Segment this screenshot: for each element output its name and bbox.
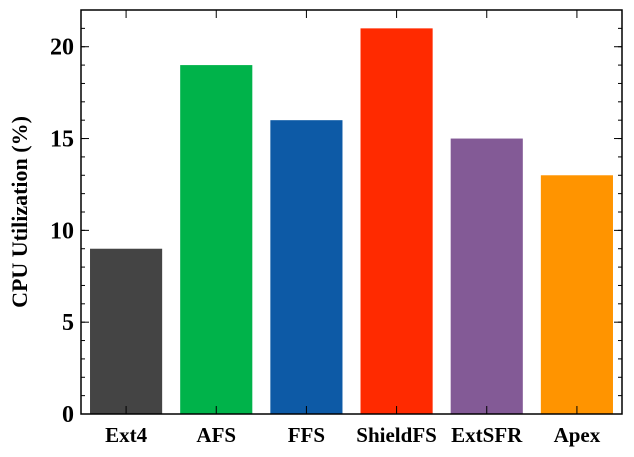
bar-apex [540, 175, 613, 414]
x-tick-label-ext4: Ext4 [105, 423, 148, 447]
x-tick-label-shieldfs: ShieldFS [356, 423, 437, 447]
y-tick-label: 15 [50, 127, 74, 153]
y-tick-label: 0 [62, 402, 74, 428]
x-tick-labels: Ext4 AFS FFS ShieldFS ExtSFR Apex [105, 423, 601, 447]
x-tick-label-apex: Apex [554, 423, 601, 447]
bar-extsfr [450, 138, 523, 414]
x-tick-label-extsfr: ExtSFR [451, 423, 523, 447]
bars-group [90, 28, 613, 414]
x-tick-label-ffs: FFS [288, 423, 325, 447]
bar-ext4 [90, 248, 163, 414]
bar-shieldfs [360, 28, 433, 414]
plot-frame [80, 9, 623, 415]
y-tick-label: 5 [62, 310, 74, 336]
y-tick-label: 10 [50, 218, 74, 244]
y-tick-labels: 0 5 10 15 20 [50, 35, 74, 428]
y-tick-label: 20 [50, 35, 74, 61]
y-axis-title: CPU Utilization (%) [7, 116, 32, 308]
bar-afs [180, 65, 253, 414]
x-tick-label-afs: AFS [196, 423, 236, 447]
bar-ffs [270, 120, 343, 414]
